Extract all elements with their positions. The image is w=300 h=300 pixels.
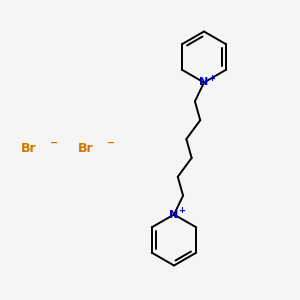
Text: +: + <box>178 206 184 215</box>
Text: −: − <box>106 138 115 148</box>
Text: N: N <box>200 77 208 88</box>
Text: −: − <box>50 138 58 148</box>
Text: Br: Br <box>21 142 37 155</box>
Text: +: + <box>208 74 214 83</box>
Text: N: N <box>169 209 178 220</box>
Text: Br: Br <box>78 142 94 155</box>
